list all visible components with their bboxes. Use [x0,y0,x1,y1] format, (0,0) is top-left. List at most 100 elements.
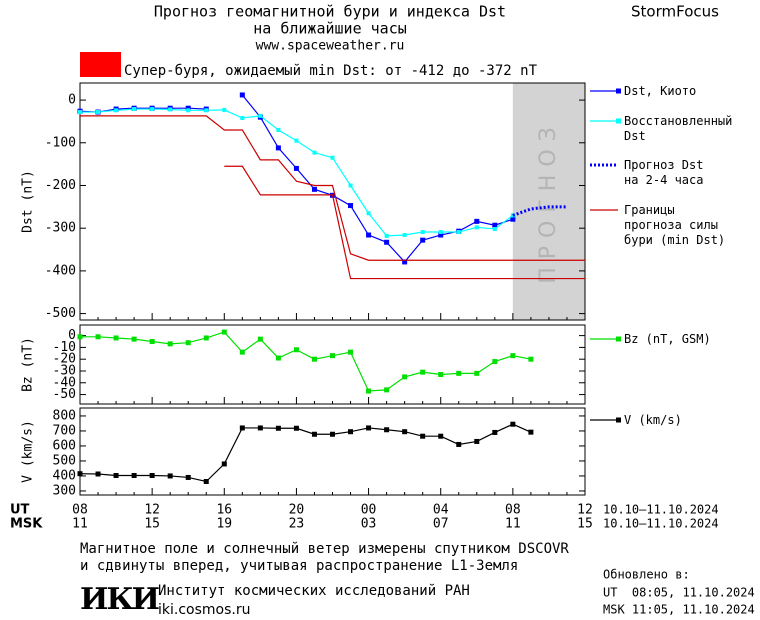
data-point [402,374,408,380]
data-point [510,353,516,359]
data-point [528,429,534,435]
data-point [149,473,155,478]
data-point [293,347,299,353]
y-tick-label: 300 [53,483,76,498]
data-point [77,471,83,477]
y-tick-label: -30 [53,363,76,378]
data-point [384,239,390,245]
data-point [150,107,155,112]
data-point [294,138,299,143]
x-tick-label: 15 [144,517,160,532]
data-point [438,433,444,439]
data-point [293,425,299,431]
legend-marker [616,336,621,342]
y-tick-label: 0 [68,93,76,108]
legend-marker [616,118,621,124]
x-tick-label: 04 [433,503,449,518]
updated-label: Обновлено в: [603,568,690,582]
legend-label: Границы прогноза силы бури (min Dst) [624,203,726,247]
data-point [384,233,389,238]
legend-label: Восстановленный Dst [624,114,733,143]
legend-marker [616,417,621,423]
brand: StormFocus [631,3,719,21]
data-point [168,107,173,112]
data-point [330,431,335,437]
y-tick-label: 400 [53,468,76,483]
data-point [240,116,245,121]
footer-note: Магнитное поле и солнечный ветер измерен… [80,541,569,557]
data-point [420,237,426,243]
x-tick-label: 08 [72,503,88,518]
y-tick-label: 800 [53,408,76,423]
series-line [80,115,585,280]
data-point [185,340,191,346]
institute: Институт космических исследований РАН [158,583,470,599]
data-point [239,425,245,431]
data-point [311,186,317,192]
data-point [311,356,317,362]
title: Прогноз геомагнитной бури и индекса Dst [154,3,506,21]
data-point [96,110,101,115]
data-point [366,232,372,238]
y-tick-label: 0 [68,328,76,343]
data-point [492,227,497,232]
data-point [275,355,281,361]
x-row-name: UT [10,503,30,518]
data-point [257,425,263,431]
updated-msk: MSK 11:05, 11.10.2024 [603,603,755,617]
data-point [312,150,317,155]
plot-frame [79,82,586,321]
y-tick-label: -10 [53,340,76,355]
logo: ИКИ [80,582,159,617]
x-tick-label: 11 [505,517,521,532]
data-point [438,232,444,238]
data-point [366,211,371,216]
x-row-dates: 10.10–11.10.2024 [603,517,719,531]
x-row-name: MSK [10,517,43,532]
y-tick-label: 700 [53,423,76,438]
y-tick-label: -300 [45,221,76,236]
data-point [221,461,227,467]
data-point [420,369,426,375]
y-tick-label: 600 [53,438,76,453]
data-point [438,372,444,378]
x-tick-label: 00 [361,503,377,518]
legend-label: Прогноз Dst на 2-4 часа [624,158,704,187]
legend-label: V (km/s) [624,413,682,427]
series-line [79,423,532,483]
data-point [293,165,299,171]
data-point [456,441,462,447]
alert-text: Супер-буря, ожидаемый min Dst: от -412 д… [124,63,538,79]
data-point [131,473,137,478]
data-point [113,473,119,478]
y-tick-label: -50 [53,387,76,402]
data-point [402,259,408,265]
data-point [311,431,317,437]
data-point [167,473,173,479]
y-tick-label: -500 [45,306,76,321]
x-tick-label: 12 [577,503,593,518]
data-point [131,336,137,342]
x-row-dates: 10.10–11.10.2024 [603,503,719,517]
data-point [510,421,516,427]
x-tick-label: 08 [505,503,521,518]
legend-label: Dst, Киото [624,84,697,98]
data-point [402,233,407,238]
data-point [132,107,137,112]
legend-label: Bz (nT, GSM) [624,332,711,346]
data-point [330,353,335,359]
data-point [492,429,498,435]
data-point [420,230,425,235]
data-point [276,127,281,132]
url: www.spaceweather.ru [256,39,405,54]
alert-swatch [80,52,121,77]
data-point [384,387,390,393]
data-point [239,92,245,98]
data-point [203,335,209,341]
data-point [492,359,498,365]
site: iki.cosmos.ru [158,602,250,618]
data-point [420,433,426,439]
data-point [185,105,191,111]
subtitle: на ближайшие часы [253,20,407,38]
